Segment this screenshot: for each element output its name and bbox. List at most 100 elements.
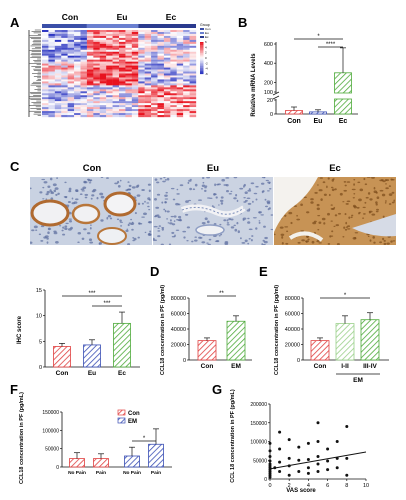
heatmap-cell xyxy=(54,59,62,62)
heatmap-cell xyxy=(176,109,184,112)
category-label: Con xyxy=(314,363,327,370)
heatmap-cell xyxy=(93,57,100,60)
heatmap-cell xyxy=(48,107,55,110)
heatmap-cell xyxy=(176,61,184,64)
heatmap-cell xyxy=(157,59,165,62)
heatmap-cell xyxy=(67,73,75,76)
nucleus xyxy=(354,237,357,239)
heatmap-cell xyxy=(67,59,75,62)
nucleus xyxy=(214,183,217,187)
heatmap-cell xyxy=(138,81,145,84)
nucleus xyxy=(316,203,320,207)
heatmap-cell xyxy=(170,95,177,98)
heatmap-cell xyxy=(125,111,132,114)
heatmap-cell xyxy=(144,33,152,37)
g-point xyxy=(316,421,320,425)
heatmap-cell xyxy=(67,30,75,33)
nucleus xyxy=(68,219,73,223)
heatmap-cell xyxy=(119,31,126,35)
nucleus xyxy=(247,242,250,245)
f-legend-label-con: Con xyxy=(128,411,140,417)
heatmap-cell xyxy=(99,31,107,35)
heatmap-cell xyxy=(99,49,107,52)
nucleus xyxy=(244,191,248,194)
heatmap-cell xyxy=(54,115,62,118)
heatmap-cell xyxy=(144,41,152,44)
nucleus xyxy=(131,228,134,231)
nucleus xyxy=(258,211,261,214)
heatmap-cell xyxy=(99,101,107,104)
heatmap-cell xyxy=(170,77,177,80)
nucleus xyxy=(337,212,342,215)
heatmap-cell xyxy=(86,35,94,39)
heatmap-cell xyxy=(48,113,55,116)
nucleus xyxy=(375,201,378,204)
heatmap-cell xyxy=(138,113,145,116)
heatmap-cell xyxy=(99,87,107,90)
heatmap-cell xyxy=(74,57,81,60)
nucleus xyxy=(187,181,190,185)
heatmap-cell xyxy=(176,73,184,76)
heatmap-cell xyxy=(131,81,139,84)
nucleus xyxy=(343,189,347,192)
bar-con xyxy=(53,346,71,368)
heatmap-cell xyxy=(144,79,152,82)
heatmap-cell xyxy=(86,30,94,33)
heatmap-cell xyxy=(131,63,139,66)
heatmap-cell xyxy=(144,93,152,96)
heatmap-cell xyxy=(74,65,81,68)
nucleus xyxy=(296,218,301,221)
heatmap-cell xyxy=(151,77,158,80)
nucleus xyxy=(185,200,189,203)
heatmap-cell xyxy=(80,115,88,118)
nucleus xyxy=(147,205,150,208)
heatmap-cell xyxy=(183,49,190,52)
nucleus xyxy=(379,179,384,182)
heatmap-cell xyxy=(119,67,126,70)
y-tick-label: 100000 xyxy=(42,428,59,434)
heatmap-cell xyxy=(106,89,113,92)
heatmap-cell xyxy=(131,93,139,96)
heatmap-cell xyxy=(99,99,107,102)
heatmap-cell xyxy=(125,33,132,37)
heatmap-cell xyxy=(131,73,139,76)
scale-step xyxy=(200,43,204,46)
nucleus xyxy=(202,181,205,184)
heatmap-cell xyxy=(189,87,197,90)
y-tick-label: 50000 xyxy=(45,447,59,453)
heatmap-cell xyxy=(163,105,171,108)
heatmap-cell xyxy=(54,91,62,94)
nucleus xyxy=(157,227,160,229)
heatmap-cell xyxy=(144,47,152,50)
scale-step xyxy=(200,70,204,73)
heatmap-cell xyxy=(86,101,94,104)
heatmap-cell xyxy=(99,77,107,80)
heatmap-cell xyxy=(112,30,120,33)
nucleus xyxy=(358,198,362,202)
gland xyxy=(30,199,70,227)
heatmap-cell xyxy=(42,97,49,100)
heatmap-cell xyxy=(125,83,132,86)
nucleus xyxy=(373,241,376,244)
heatmap-cell xyxy=(131,69,139,72)
g-x-tick-label: 10 xyxy=(363,483,369,489)
g-point xyxy=(316,455,320,458)
heatmap-cell xyxy=(86,55,94,58)
heatmap-cell xyxy=(48,59,55,62)
heatmap-cell xyxy=(42,53,49,56)
heatmap-cell xyxy=(144,115,152,118)
nucleus xyxy=(266,190,270,192)
heatmap-cell xyxy=(67,61,75,64)
heatmap-cell xyxy=(170,41,177,44)
g-point xyxy=(268,441,272,445)
nucleus xyxy=(128,184,132,188)
heatmap-cell xyxy=(74,85,81,88)
heatmap-cell xyxy=(125,41,132,44)
b-category-label: Ec xyxy=(339,118,348,125)
nucleus xyxy=(127,181,130,183)
heatmap-cell xyxy=(112,77,120,80)
heatmap-cell xyxy=(183,37,190,41)
heatmap-cell xyxy=(151,115,158,118)
y-tick-label: 150000 xyxy=(42,410,59,416)
